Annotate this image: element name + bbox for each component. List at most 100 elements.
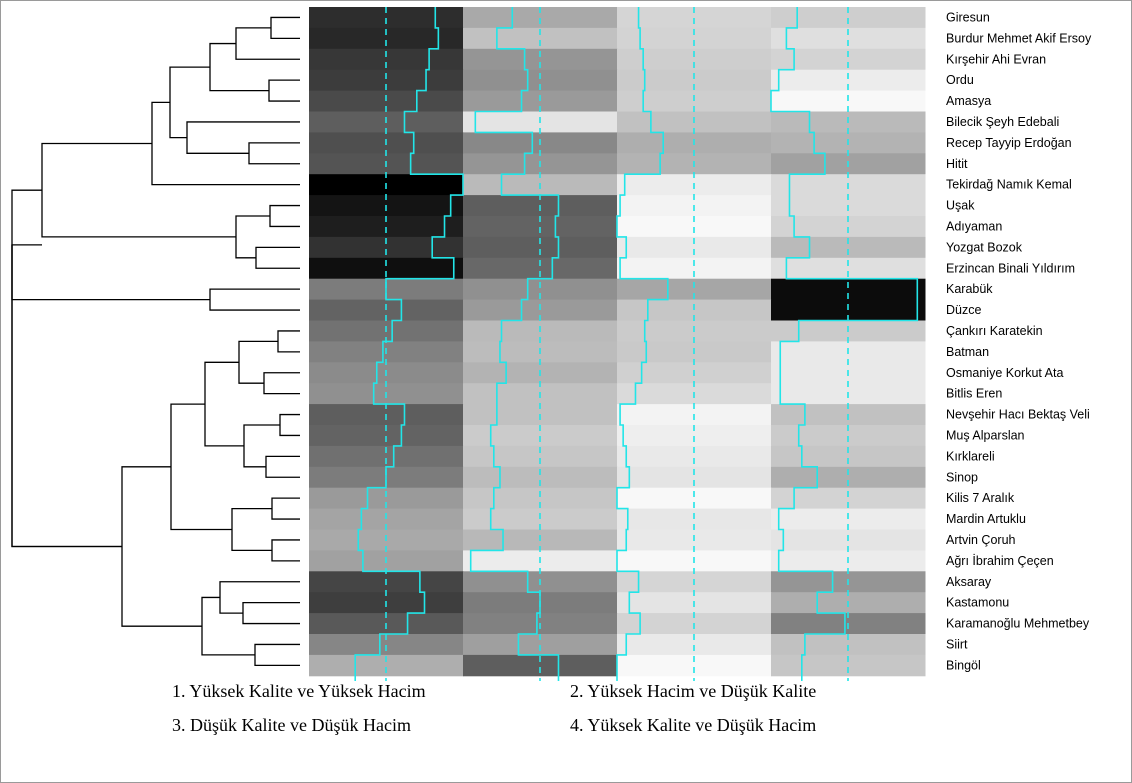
dendrogram-branch xyxy=(219,581,300,614)
dendrogram-branch xyxy=(169,66,210,139)
heatmap-cell xyxy=(617,48,772,71)
heatmap-cell xyxy=(771,487,926,510)
heatmap-chart: Giresun Burdur Mehmet Akif Ersoy Kırşehir … xyxy=(11,7,1092,681)
heatmap-cell xyxy=(309,216,464,238)
dendrogram-branch xyxy=(170,403,232,531)
dendrogram-branch xyxy=(268,79,300,102)
row-label: Tekirdağ Namık Kemal xyxy=(946,178,1072,192)
heatmap-cell xyxy=(617,7,772,29)
heatmap-cell xyxy=(771,278,926,301)
heatmap-cell xyxy=(771,299,926,321)
dendrogram-branch xyxy=(265,455,300,478)
trace-line xyxy=(469,7,560,681)
row-label: Recep Tayyip Erdoğan xyxy=(946,136,1072,150)
dendrogram-branch xyxy=(235,27,300,60)
heatmap-cell xyxy=(617,487,772,510)
heatmap-cell xyxy=(309,425,464,447)
heatmap-cell xyxy=(309,445,464,468)
dendrogram-branch xyxy=(121,466,202,627)
heatmap-cell xyxy=(463,654,618,677)
heatmap-cell xyxy=(463,634,618,656)
dendrogram-branch xyxy=(243,424,280,468)
heatmap-cell xyxy=(771,7,926,29)
legend-item-4: 4. Yüksek Kalite ve Düşük Hacim xyxy=(570,715,817,735)
heatmap-cell xyxy=(463,425,618,447)
heatmap-cell xyxy=(309,236,464,259)
dendrogram-branch xyxy=(277,330,300,353)
heatmap-cell xyxy=(463,508,618,530)
dendrogram-branch xyxy=(270,16,300,39)
heatmap-cell xyxy=(463,278,618,301)
heatmap-cell xyxy=(309,299,464,321)
heatmap-cell xyxy=(771,508,926,530)
heatmap-cell xyxy=(771,257,926,280)
heatmap-cell xyxy=(309,508,464,530)
row-label: Mardin Artuklu xyxy=(946,512,1026,526)
heatmap-cell xyxy=(309,90,464,112)
heatmap-cell xyxy=(309,257,464,280)
dendrogram-branch xyxy=(242,602,300,625)
heatmap-cell xyxy=(771,445,926,468)
row-label: Batman xyxy=(946,345,989,359)
row-label: Burdur Mehmet Akif Ersoy xyxy=(946,31,1092,45)
row-label: Ağrı İbrahim Çeçen xyxy=(946,554,1054,568)
legend-item-1: 1. Yüksek Kalite ve Yüksek Hacim xyxy=(172,681,426,701)
row-label: Adıyaman xyxy=(946,219,1002,233)
heatmap-cell xyxy=(463,48,618,71)
heatmap-cell xyxy=(309,48,464,71)
dendrogram-branch xyxy=(204,361,244,447)
row-label: Giresun xyxy=(946,10,990,24)
dendrogram-branch xyxy=(209,288,300,311)
heatmap-cell xyxy=(771,216,926,238)
dendrogram-branch xyxy=(209,42,269,92)
dendrogram-branch xyxy=(263,372,300,395)
trace-line xyxy=(354,7,464,681)
row-label: Nevşehir Hacı Bektaş Veli xyxy=(946,408,1090,422)
heatmap-cell xyxy=(771,654,926,677)
dendrogram-branch xyxy=(248,142,300,165)
row-label: Osmaniye Korkut Ata xyxy=(946,366,1063,380)
row-label: Muş Alparslan xyxy=(946,428,1025,442)
row-label: Karamanoğlu Mehmetbey xyxy=(946,617,1090,631)
dendrogram-branch xyxy=(279,413,300,437)
legend: 1. Yüksek Kalite ve Yüksek Hacim 2. Yüks… xyxy=(0,681,1132,781)
heatmap-cell xyxy=(771,466,926,489)
dendrogram-branch xyxy=(151,101,300,186)
heatmap-cell xyxy=(309,634,464,656)
heatmap-cell xyxy=(617,69,772,92)
trace-line xyxy=(616,7,669,681)
heatmap-cell xyxy=(309,654,464,677)
heatmap-cell xyxy=(463,445,618,468)
heatmap-cell xyxy=(617,216,772,238)
heatmap-cell xyxy=(463,69,618,92)
dendrogram-branch xyxy=(201,596,255,656)
heatmap-cell xyxy=(463,466,618,489)
heatmap-cell xyxy=(771,634,926,656)
heatmap-cell xyxy=(463,216,618,238)
row-label: Düzce xyxy=(946,303,981,317)
row-label: Kırklareli xyxy=(946,449,995,463)
heatmap-cell xyxy=(617,445,772,468)
dendrogram-branch xyxy=(238,340,278,384)
dendrogram-branch xyxy=(186,121,300,154)
dendrogram-branch xyxy=(271,497,300,520)
row-label: Yozgat Bozok xyxy=(946,240,1023,254)
heatmap-cell xyxy=(463,236,618,259)
heatmap-cell xyxy=(463,299,618,321)
heatmap-cell xyxy=(463,257,618,280)
heatmap-cell xyxy=(617,278,772,301)
dendrogram-branch xyxy=(254,643,300,666)
heatmap-cell xyxy=(463,27,618,50)
heatmap-cell xyxy=(309,27,464,50)
row-label: Ordu xyxy=(946,73,974,87)
dendrogram-branch xyxy=(11,244,122,548)
heatmap-cell xyxy=(771,48,926,71)
heatmap-cell xyxy=(771,90,926,112)
row-label: Çankırı Karatekin xyxy=(946,324,1043,338)
row-label: Uşak xyxy=(946,199,975,213)
row-label: Bingöl xyxy=(946,658,981,672)
dendrogram-branch xyxy=(11,244,122,548)
trace-lines xyxy=(354,7,919,681)
row-label: Bitlis Eren xyxy=(946,387,1002,401)
dendrogram-branch xyxy=(41,142,236,238)
